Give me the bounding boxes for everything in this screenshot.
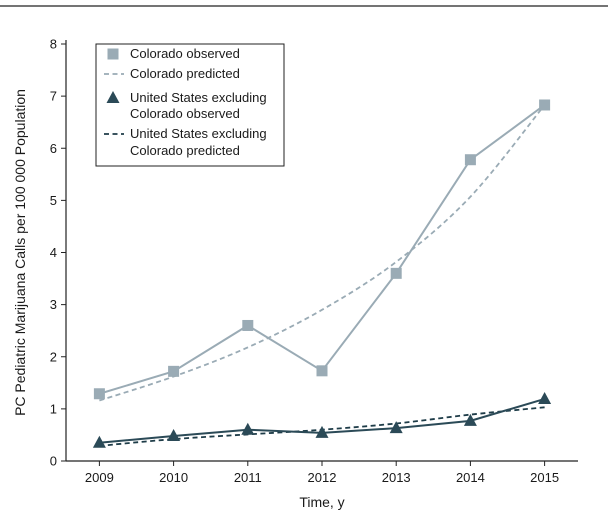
y-tick-label: 2 [50,349,57,364]
legend-label: Colorado observed [130,46,240,61]
legend-box [95,43,285,167]
data-point-triangle [389,421,403,434]
data-point-triangle [538,391,552,404]
y-tick-label: 6 [50,141,57,156]
x-tick-label: 2013 [382,470,411,485]
legend-label: United States excluding [130,126,267,141]
legend-square-marker [107,48,119,60]
legend-label: Colorado observed [130,106,240,121]
legend-label: Colorado predicted [130,66,240,81]
series-0 [93,99,551,400]
legend-entry-0: Colorado observed [107,46,240,61]
legend-label: Colorado predicted [130,143,240,158]
data-point-triangle [315,425,329,438]
data-point-square [539,99,551,111]
y-tick-label: 4 [50,245,57,260]
x-axis-title: Time, y [299,494,344,510]
data-point-triangle [463,413,477,426]
data-point-square [242,319,254,331]
data-point-square [390,267,402,279]
legend-entry-1: Colorado predicted [104,66,240,81]
data-point-square [93,388,105,400]
y-axis-title: PC Pediatric Marijuana Calls per 100 000… [12,89,28,416]
y-tick-label: 5 [50,193,57,208]
y-tick-label: 1 [50,401,57,416]
legend-triangle-marker [106,91,120,103]
x-tick-label: 2014 [456,470,485,485]
x-tick-label: 2012 [308,470,337,485]
data-point-square [168,365,180,377]
legend-entry-3: United States excluding Colorado predicte… [104,126,267,158]
data-point-square [464,154,476,166]
x-tick-label: 2009 [85,470,114,485]
data-point-square [316,365,328,377]
data-point-triangle [241,422,255,435]
data-point-triangle [167,428,181,441]
y-tick-label: 0 [50,454,57,469]
y-tick-label: 3 [50,297,57,312]
x-tick-label: 2011 [234,470,262,485]
y-tick-label: 7 [50,89,57,104]
series-2 [92,391,552,448]
legend-label: United States excluding [130,90,267,105]
x-tick-label: 2010 [159,470,188,485]
y-tick-label: 8 [50,37,57,52]
x-tick-label: 2015 [530,470,559,485]
data-point-triangle [92,435,106,448]
